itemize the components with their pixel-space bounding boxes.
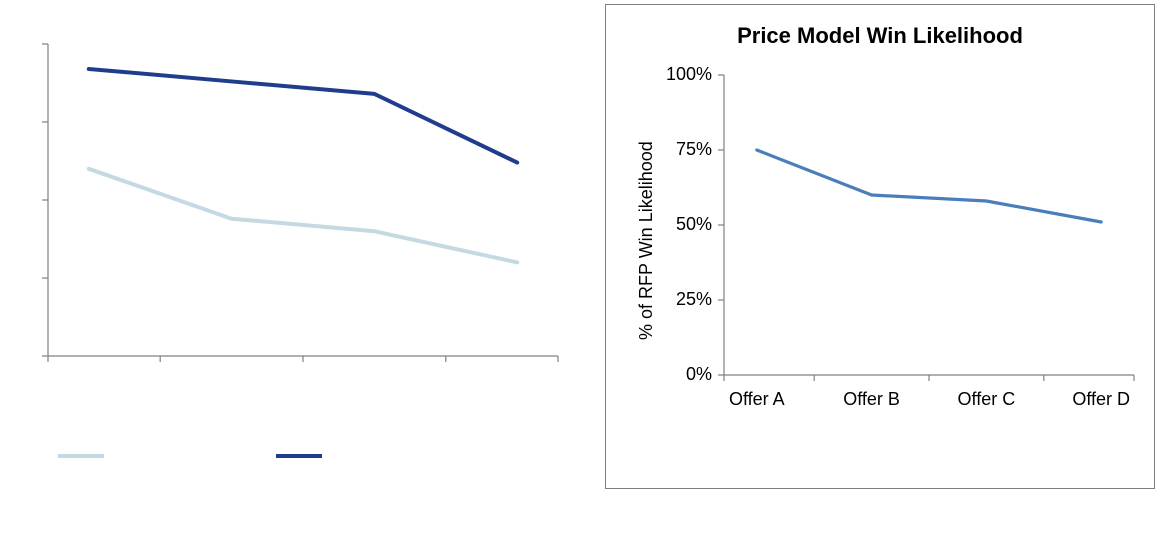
legend-swatch-series-1 [58,454,104,458]
y-tick-label: 50% [676,214,712,235]
legend-item-series-2 [276,454,330,458]
x-tick-label: Offer C [958,389,1016,410]
y-tick-label: 25% [676,289,712,310]
x-tick-label: Offer B [843,389,900,410]
legend-item-series-1 [58,454,112,458]
x-tick-label: Offer A [729,389,785,410]
x-tick-label: Offer D [1072,389,1130,410]
chart-panel-right: Price Model Win Likelihood % of RFP Win … [605,4,1155,489]
left-line-chart [14,4,584,489]
y-tick-label: 100% [666,64,712,85]
y-tick-label: 0% [686,364,712,385]
chart-panel-left [14,4,584,489]
y-tick-label: 75% [676,139,712,160]
legend-swatch-series-2 [276,454,322,458]
